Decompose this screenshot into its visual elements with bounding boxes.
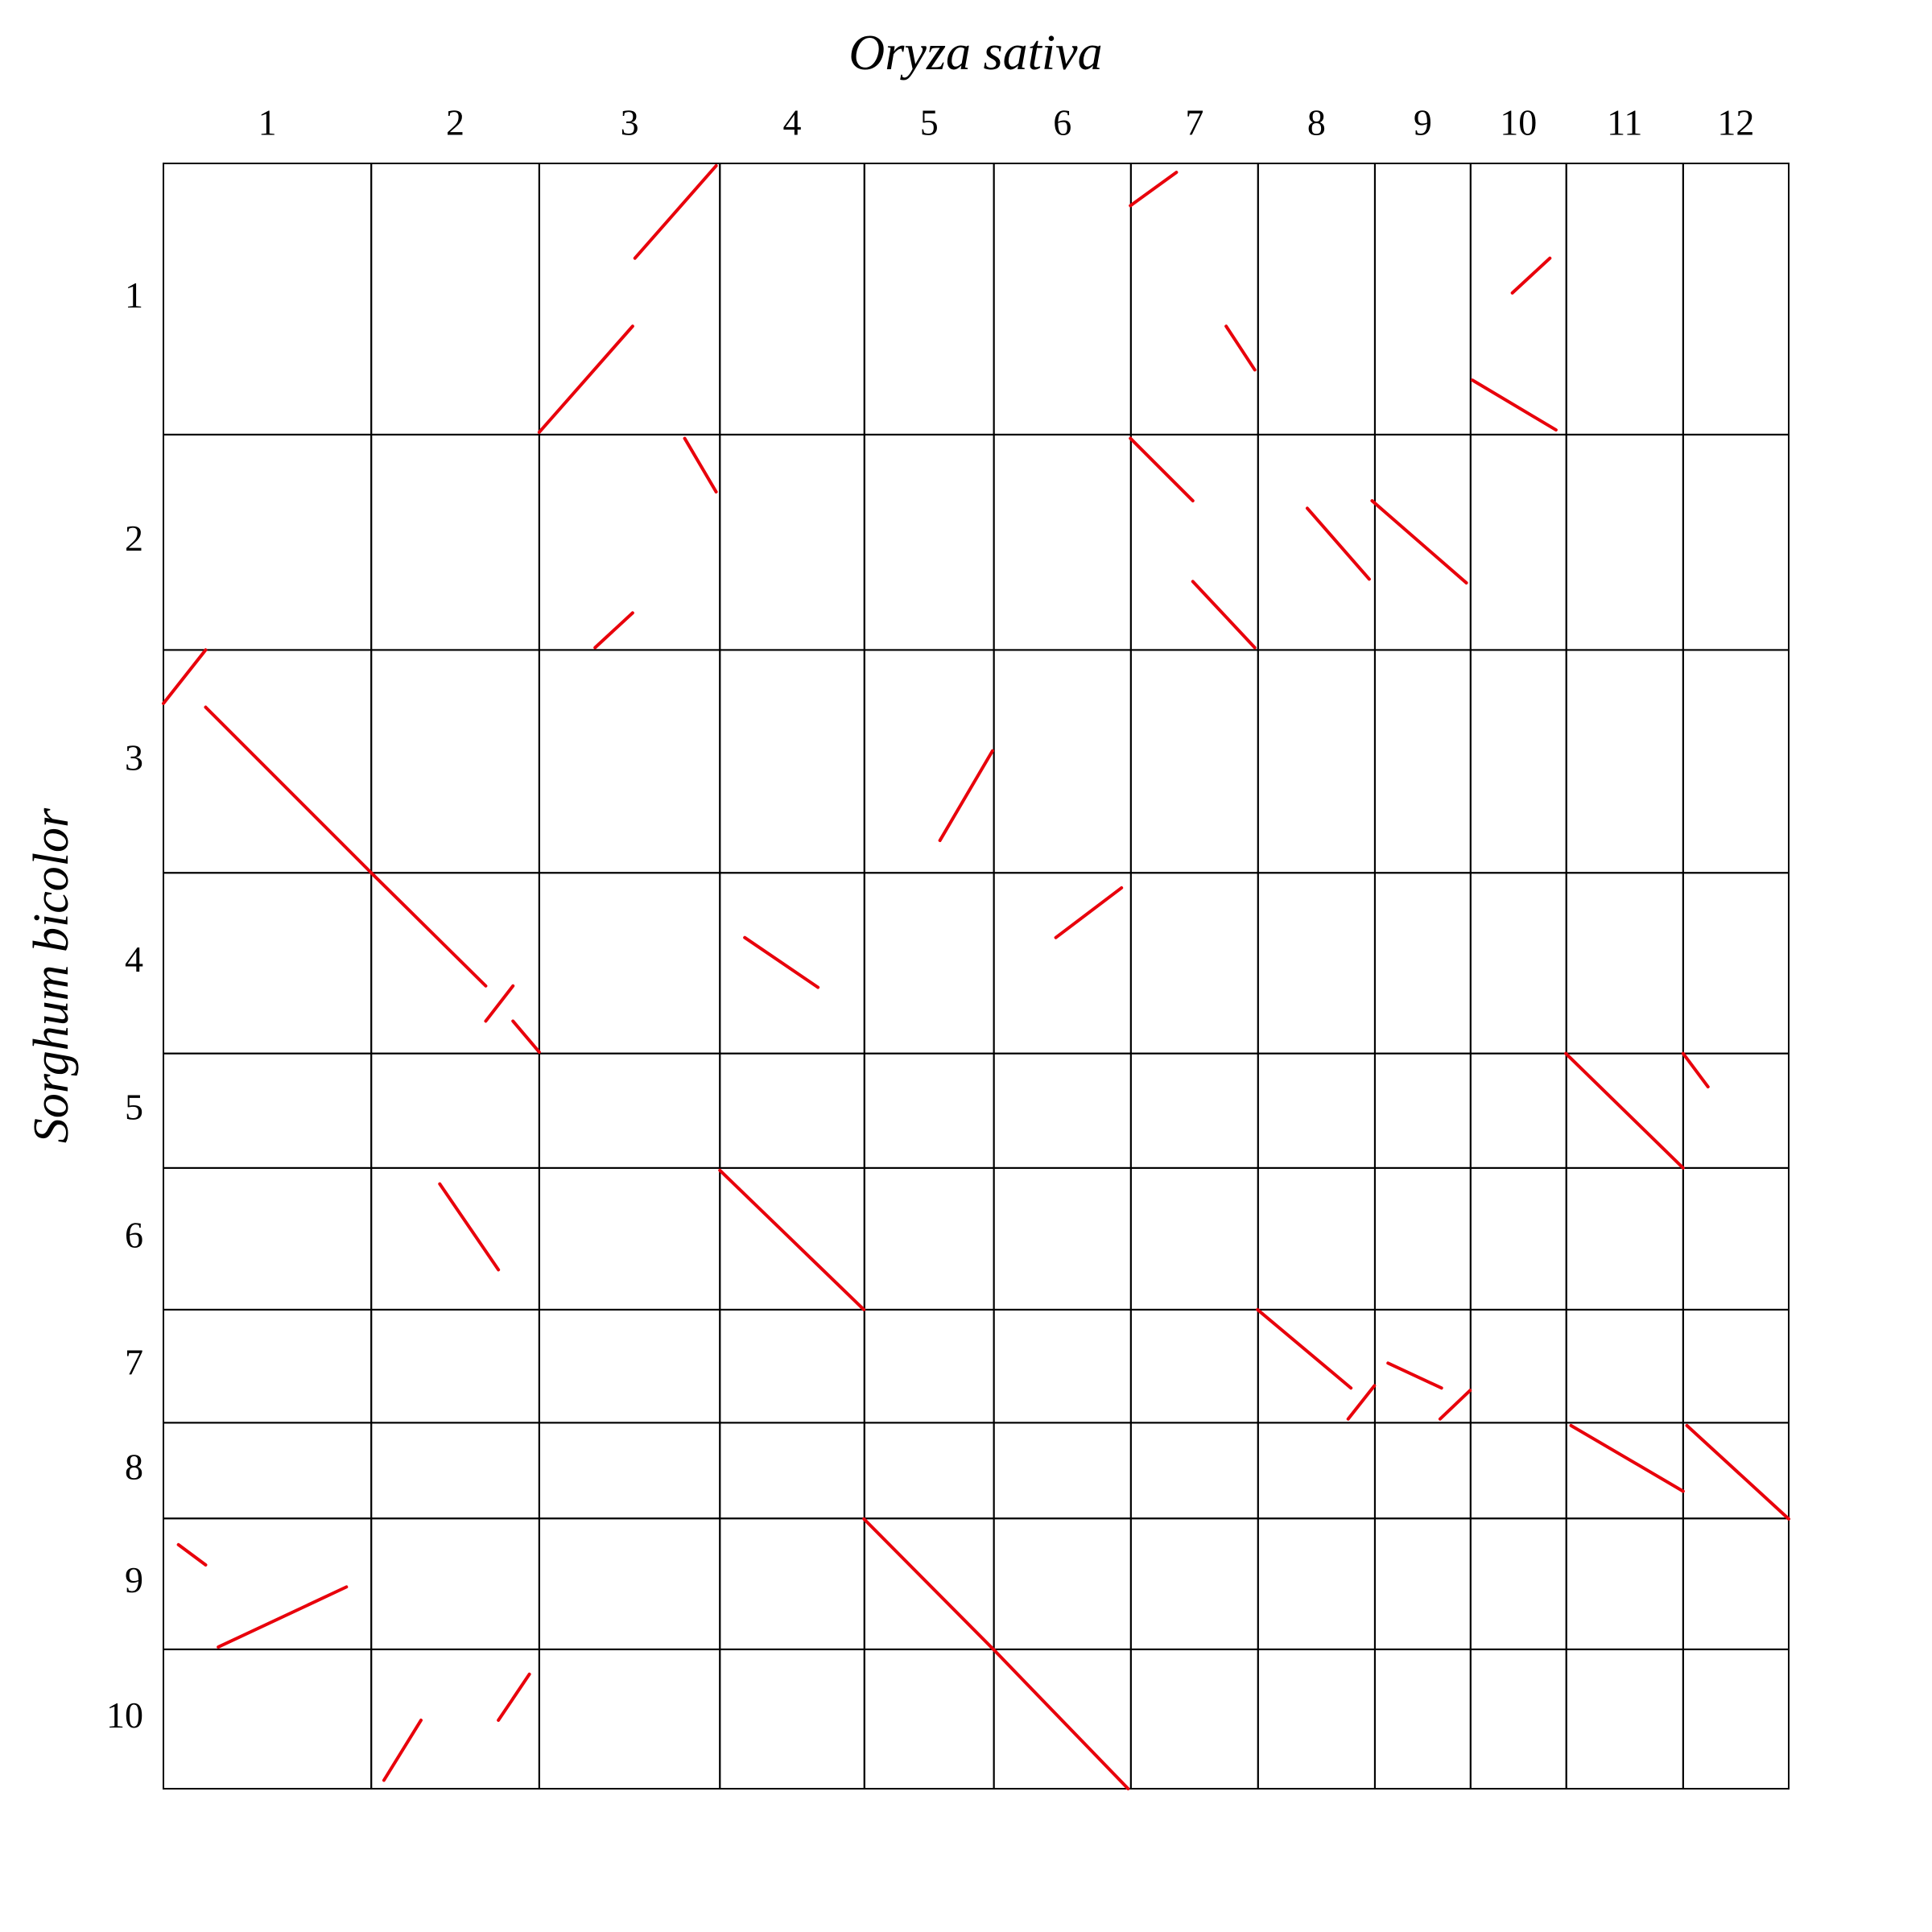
- x-axis-title: Oryza sativa: [848, 26, 1102, 80]
- synteny-segment: [484, 984, 515, 1023]
- synteny-segment: [497, 1672, 531, 1722]
- synteny-segment: [1054, 886, 1124, 939]
- x-tick-label: 1: [258, 102, 277, 143]
- y-tick-label: 3: [125, 737, 143, 778]
- synteny-segment: [1256, 1307, 1353, 1390]
- synteny-segment: [176, 1542, 208, 1567]
- synteny-segment: [743, 935, 820, 989]
- x-tick-label: 3: [621, 102, 639, 143]
- synteny-segment: [204, 705, 374, 875]
- synteny-segment: [1438, 1389, 1472, 1421]
- x-tick-label: 6: [1053, 102, 1071, 143]
- synteny-segment: [992, 1647, 1130, 1790]
- y-tick-label: 2: [125, 518, 143, 559]
- x-tick-label: 12: [1717, 102, 1754, 143]
- y-axis-title: Sorghum bicolor: [24, 807, 79, 1143]
- synteny-segment: [217, 1585, 349, 1649]
- y-tick-label: 5: [125, 1086, 143, 1127]
- x-tick-label: 8: [1307, 102, 1326, 143]
- synteny-segment: [938, 749, 994, 843]
- synteny-segment: [1685, 1423, 1790, 1521]
- x-tick-label: 4: [783, 102, 802, 143]
- y-tick-label: 8: [125, 1446, 143, 1487]
- synteny-segment: [683, 436, 718, 493]
- synteny-segment: [1224, 324, 1257, 372]
- x-tick-label: 7: [1185, 102, 1203, 143]
- x-tick-label: 10: [1500, 102, 1537, 143]
- synteny-segment: [438, 1182, 501, 1272]
- synteny-segment: [593, 611, 634, 650]
- synteny-segment: [1681, 1051, 1710, 1089]
- x-tick-label: 9: [1414, 102, 1432, 143]
- y-chromosome-block: [163, 1648, 1790, 1790]
- x-tick-label: 5: [920, 102, 939, 143]
- synteny-segment: [1386, 1361, 1443, 1390]
- synteny-segment: [1191, 580, 1257, 650]
- synteny-segment: [862, 1517, 996, 1651]
- y-tick-label: 7: [125, 1342, 143, 1383]
- synteny-segment: [382, 1718, 423, 1782]
- synteny-segment: [162, 648, 208, 705]
- synteny-segment: [1510, 256, 1552, 295]
- synteny-segment: [369, 871, 488, 988]
- synteny-segment: [1569, 1423, 1685, 1493]
- synteny-segment: [1129, 436, 1195, 503]
- y-tick-label: 9: [125, 1559, 143, 1600]
- synteny-segment: [1346, 1384, 1377, 1421]
- synteny-segment: [537, 324, 634, 434]
- synteny-segment: [1370, 499, 1468, 585]
- y-tick-label: 4: [125, 939, 143, 980]
- y-tick-label: 10: [106, 1695, 143, 1736]
- synteny-segment: [633, 163, 718, 260]
- synteny-segment: [1305, 506, 1371, 581]
- synteny-segment: [1129, 171, 1179, 208]
- synteny-segment: [1564, 1051, 1685, 1170]
- y-tick-label: 6: [125, 1214, 143, 1255]
- synteny-segment: [511, 1019, 541, 1054]
- y-tick-label: 1: [125, 275, 143, 316]
- x-tick-label: 11: [1607, 102, 1642, 143]
- synteny-segment: [1471, 378, 1558, 432]
- synteny-segment: [718, 1168, 866, 1311]
- x-tick-label: 2: [446, 102, 464, 143]
